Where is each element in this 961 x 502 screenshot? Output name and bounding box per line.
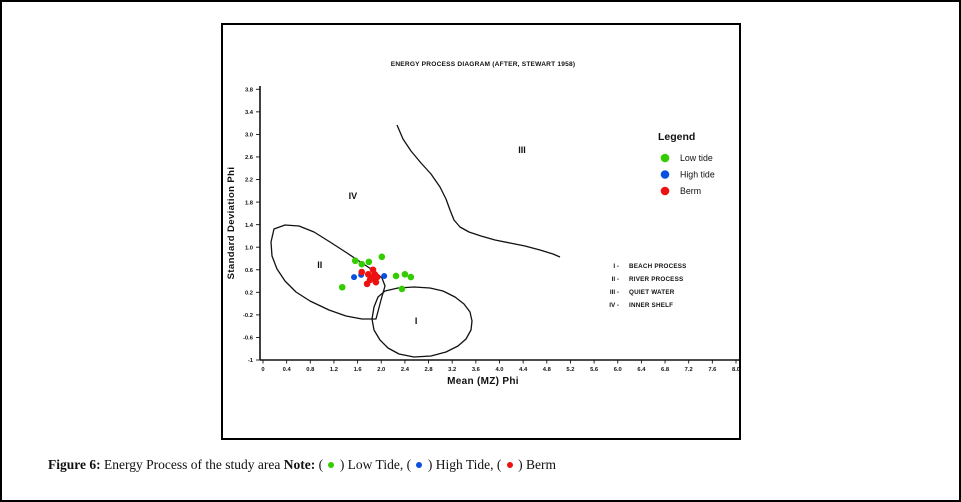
- y-tick-label: -1: [248, 358, 254, 364]
- region-i-beach-process-outline: [371, 286, 473, 358]
- y-tick-label: 1.0: [245, 245, 253, 251]
- x-tick-label: 8.0: [732, 367, 740, 373]
- x-tick-label: 4.8: [543, 367, 552, 373]
- data-point-low-tide: [401, 270, 409, 278]
- x-tick-label: 3.6: [472, 367, 481, 373]
- y-tick-label: 3.8: [245, 87, 254, 93]
- x-tick-label: 6.4: [637, 367, 646, 373]
- data-point-low-tide: [407, 273, 415, 281]
- x-tick-label: 4.4: [519, 367, 528, 373]
- y-tick-label: 0.6: [245, 268, 254, 274]
- y-tick-label: 2.2: [245, 178, 253, 184]
- legend-swatch-berm: [660, 186, 670, 196]
- process-key-label: QUIET WATER: [629, 289, 675, 296]
- figure-caption: Figure 6: Energy Process of the study ar…: [48, 457, 556, 473]
- data-point-low-tide: [378, 253, 386, 261]
- process-key-numeral: II -: [612, 276, 619, 283]
- data-point-low-tide: [398, 285, 406, 293]
- figure-caption-note-label: Note:: [283, 457, 316, 472]
- region-label-iv: IV: [349, 191, 358, 201]
- legend-label: High tide: [680, 170, 715, 180]
- y-axis-label: Standard Deviation Phi: [226, 167, 237, 280]
- chart-title: ENERGY PROCESS DIAGRAM (AFTER, STEWART 1…: [391, 61, 576, 68]
- caption-note-dot-berm: [506, 462, 513, 468]
- process-key-numeral: I -: [613, 263, 619, 270]
- region-ii-river-process-outline: [270, 224, 386, 320]
- x-tick-label: 0.8: [306, 367, 315, 373]
- x-tick-label: 7.6: [708, 367, 717, 373]
- data-point-berm: [366, 276, 374, 284]
- x-tick-label: 3.2: [448, 367, 456, 373]
- data-point-low-tide: [338, 283, 346, 291]
- process-key-numeral: III -: [610, 289, 619, 296]
- region-label-i: I: [415, 316, 418, 326]
- x-tick-label: 6.0: [614, 367, 622, 373]
- figure-caption-label: Figure 6:: [48, 457, 101, 472]
- data-point-berm: [372, 278, 380, 286]
- legend-swatch-high-tide: [660, 170, 670, 179]
- data-point-berm: [369, 266, 377, 274]
- x-tick-label: 1.6: [354, 367, 363, 373]
- x-tick-label: 2.8: [425, 367, 434, 373]
- x-tick-label: 6.8: [661, 367, 670, 373]
- scatter-points: [338, 253, 415, 293]
- process-key-numeral: IV -: [609, 302, 619, 309]
- y-axis-ticks: 3.8 3.4 3.0 2.6 2.2 1.8 1.4 1.0 0.6 0.2 -0.2 -0.6 -1: [243, 87, 260, 364]
- x-axis-label: Mean (MZ) Phi: [447, 376, 519, 387]
- x-tick-label: 2.4: [401, 367, 410, 373]
- x-tick-label: 2.0: [377, 367, 385, 373]
- x-tick-label: 7.2: [685, 367, 693, 373]
- data-point-low-tide: [351, 257, 359, 265]
- y-tick-label: 0.2: [245, 291, 253, 297]
- legend: Legend Low tide High tide Berm: [658, 131, 715, 196]
- x-tick-label: 1.2: [330, 367, 338, 373]
- y-tick-label: 3.0: [245, 133, 253, 139]
- region-label-iii: III: [518, 145, 526, 155]
- legend-swatch-low-tide: [660, 153, 670, 163]
- x-tick-label: 5.6: [590, 367, 599, 373]
- process-key-label: RIVER PROCESS: [629, 276, 683, 283]
- data-point-high-tide: [381, 272, 388, 279]
- y-tick-label: 2.6: [245, 155, 254, 161]
- data-point-low-tide: [392, 272, 400, 280]
- data-point-low-tide: [358, 260, 366, 268]
- y-tick-label: 3.4: [245, 110, 254, 116]
- x-tick-label: 0: [261, 367, 264, 373]
- legend-label: Berm: [680, 186, 701, 196]
- figure-caption-note-items: ( ) Low Tide, ( ) High Tide, ( ) Berm: [318, 457, 556, 472]
- x-tick-label: 5.2: [566, 367, 574, 373]
- x-tick-label: 0.4: [283, 367, 292, 373]
- x-axis-ticks: 0 0.4 0.8 1.2 1.6 2.0 2.4 2.8 3.2 3.6 4.0 4.4 4.8 5.2…: [261, 360, 740, 373]
- process-key-label: INNER SHELF: [629, 302, 673, 309]
- region-label-ii: II: [317, 260, 322, 270]
- y-tick-label: 1.4: [245, 223, 254, 229]
- y-tick-label: -0.6: [243, 336, 254, 342]
- x-tick-label: 4.0: [495, 367, 503, 373]
- figure-border-box: [221, 23, 741, 440]
- caption-note-dot-low-tide: [328, 462, 335, 468]
- legend-title: Legend: [658, 131, 695, 143]
- data-point-high-tide: [351, 274, 358, 281]
- process-key: I - BEACH PROCESS II - RIVER PROCESS III - QU…: [609, 263, 686, 309]
- data-point-berm: [373, 273, 381, 281]
- caption-note-dot-high-tide: [416, 462, 423, 468]
- region-iii-quiet-water-boundary: [396, 124, 561, 258]
- y-tick-label: 1.8: [245, 200, 254, 206]
- figure-caption-text: Energy Process of the study area: [104, 457, 281, 472]
- data-point-berm: [358, 268, 366, 276]
- legend-label: Low tide: [680, 153, 713, 163]
- data-point-low-tide: [365, 258, 373, 266]
- process-key-label: BEACH PROCESS: [629, 263, 687, 270]
- y-tick-label: -0.2: [243, 313, 253, 319]
